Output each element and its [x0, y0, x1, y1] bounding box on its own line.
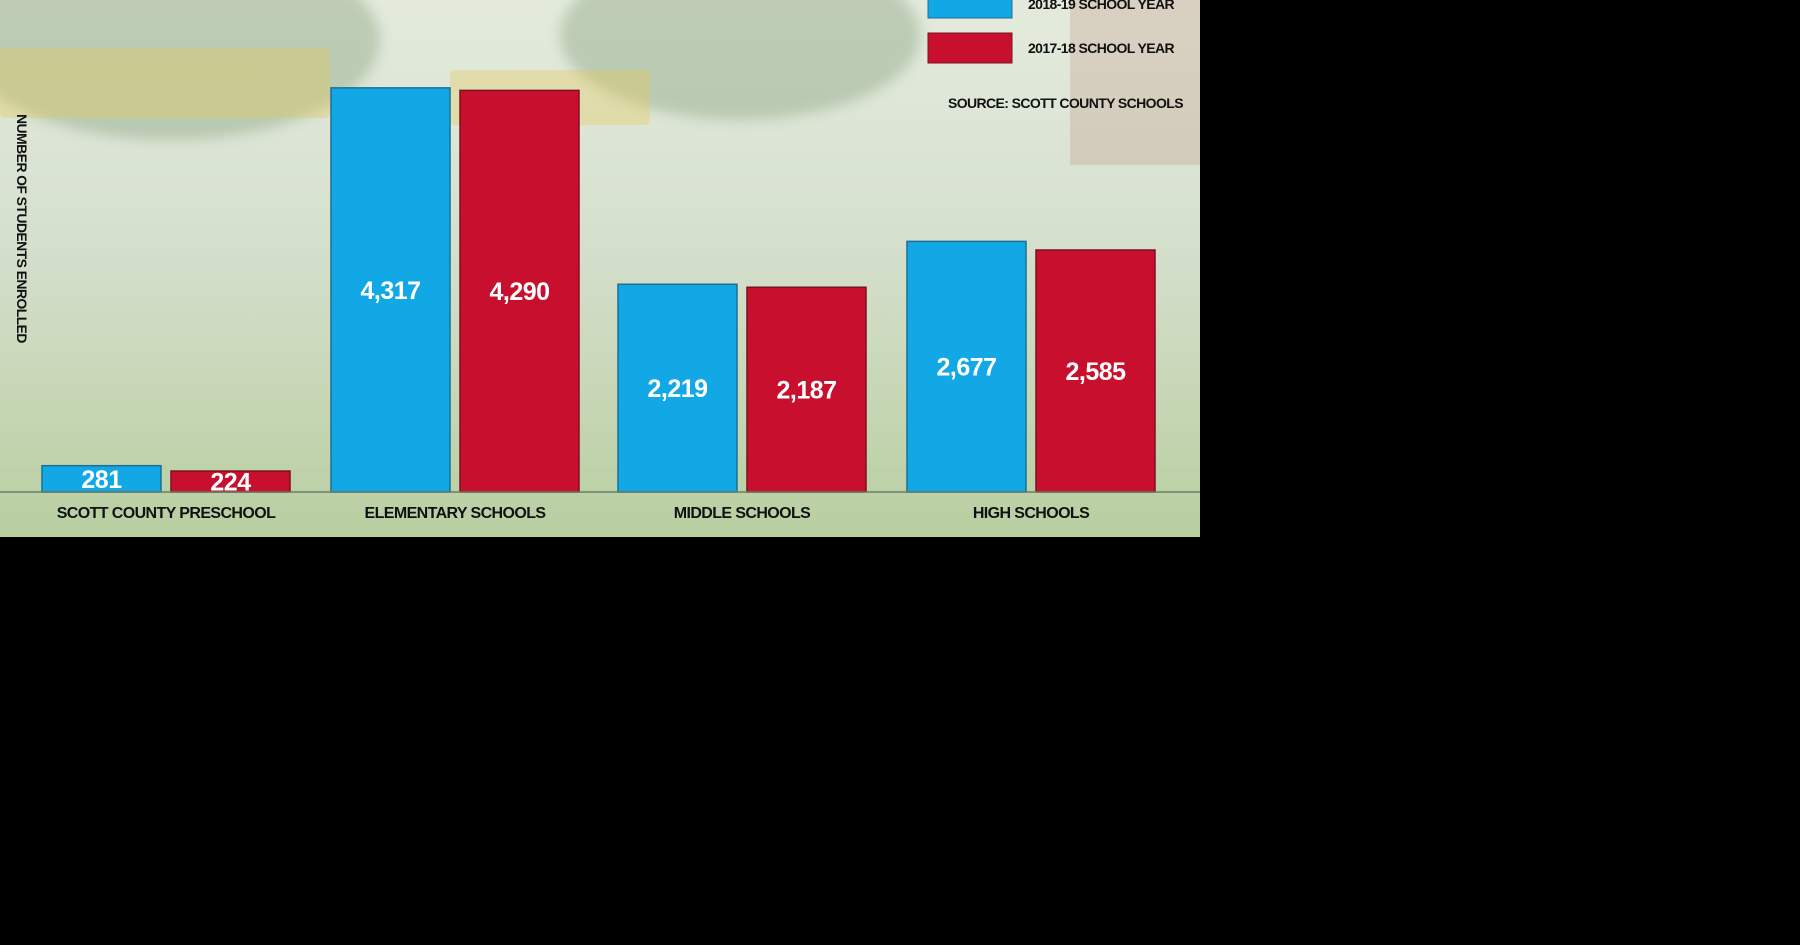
source-note: SOURCE: SCOTT COUNTY SCHOOLS [948, 95, 1183, 111]
legend-label-2018-19: 2018-19 SCHOOL YEAR [1028, 0, 1175, 12]
value-label-2017-18-1: 4,290 [489, 278, 549, 306]
legend-swatch-2017-18 [927, 32, 1013, 64]
bar-2018-19-2 [617, 283, 738, 493]
value-label-2018-19-1: 4,317 [360, 277, 420, 305]
value-label-2018-19-2: 2,219 [647, 375, 707, 403]
bar-2017-18-3 [1035, 249, 1156, 493]
background-school-bus [0, 48, 330, 118]
background-brick-building [1070, 0, 1200, 165]
category-label-1: ELEMENTARY SCHOOLS [365, 505, 547, 522]
category-label-0: SCOTT COUNTY PRESCHOOL [57, 505, 276, 522]
bar-2018-19-1 [330, 87, 451, 493]
chart-panel: 281 224 4,317 4,290 2,219 2,187 2,677 2,585 SCO… [0, 0, 1200, 537]
legend-swatch-2018-19 [927, 0, 1013, 19]
value-label-2017-18-2: 2,187 [776, 377, 836, 405]
bar-2018-19-0 [41, 464, 162, 493]
value-label-2018-19-3: 2,677 [936, 354, 996, 382]
y-axis-label: NUMBER OF STUDENTS ENROLLED [14, 114, 30, 343]
legend-label-2017-18: 2017-18 SCHOOL YEAR [1028, 40, 1175, 56]
category-labels-group: SCOTT COUNTY PRESCHOOL ELEMENTARY SCHOOLS… [57, 505, 1091, 522]
value-label-2017-18-3: 2,585 [1065, 358, 1126, 386]
legend: 2018-19 SCHOOL YEAR 2017-18 SCHOOL YEAR [927, 0, 1175, 64]
value-label-2018-19-0: 281 [81, 466, 122, 494]
bar-2017-18-1 [459, 89, 580, 493]
category-label-3: HIGH SCHOOLS [973, 505, 1090, 522]
bars-group [41, 87, 1156, 493]
category-label-2: MIDDLE SCHOOLS [674, 505, 811, 522]
bar-2018-19-3 [906, 240, 1027, 493]
bar-2017-18-2 [746, 286, 867, 493]
